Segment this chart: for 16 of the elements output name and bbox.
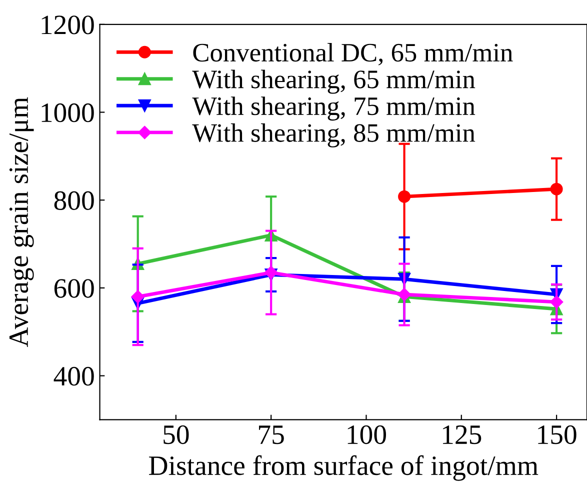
x-tick-label: 150 xyxy=(538,425,576,444)
y-tick-label: 600 xyxy=(54,279,94,298)
legend-label: With shearing, 75 mm/min xyxy=(192,96,476,121)
y-tick-label: 800 xyxy=(54,191,94,210)
legend-label: Conventional DC, 65 mm/min xyxy=(193,43,513,66)
x-tick-label: 100 xyxy=(348,425,386,444)
x-axis-title: Distance from surface of ingot/mm xyxy=(149,455,538,481)
legend-label: With shearing, 85 mm/min xyxy=(192,123,476,148)
y-tick-label: 400 xyxy=(54,366,94,386)
y-tick-label: 1000 xyxy=(42,103,94,122)
y-axis-title: Average grain size/μm xyxy=(9,97,34,347)
x-tick-label: 75 xyxy=(259,426,284,444)
y-tick-label: 1200 xyxy=(42,16,94,34)
x-tick-label: 125 xyxy=(443,425,482,444)
legend-label: With shearing, 65 mm/min xyxy=(192,70,476,94)
x-tick-label: 50 xyxy=(164,425,189,444)
